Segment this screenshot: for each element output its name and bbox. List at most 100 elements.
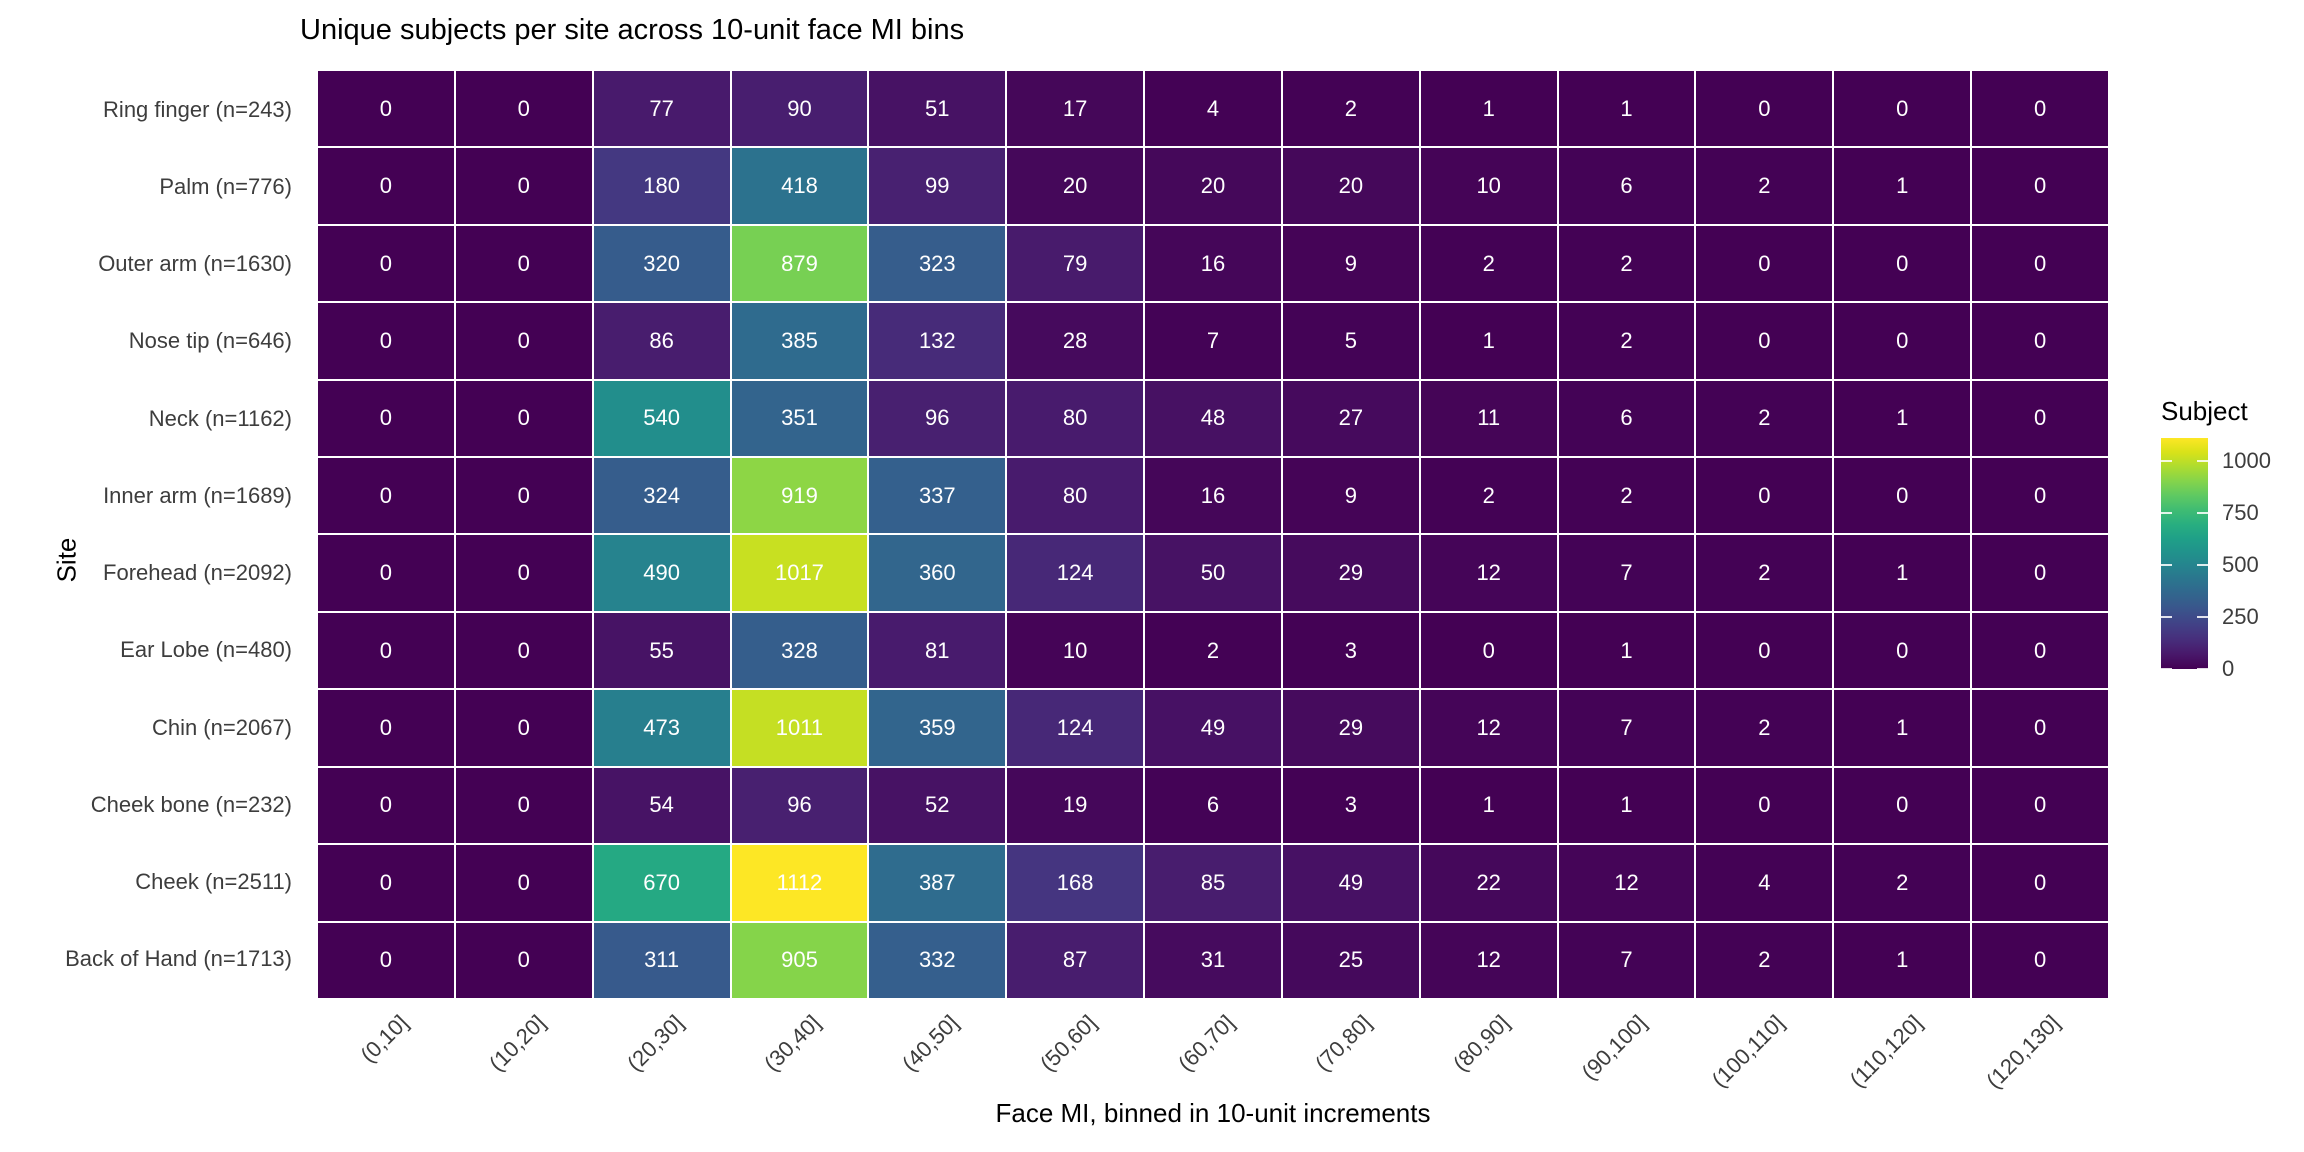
heatmap-cell: 10 [1420, 148, 1557, 224]
heatmap-cell: 168 [1007, 845, 1144, 921]
heatmap-cell: 0 [455, 612, 592, 689]
heatmap-cell: 17 [1007, 71, 1144, 147]
y-tick-label: Ring finger (n=243) [103, 96, 292, 122]
heatmap-cell: 99 [869, 148, 1006, 224]
legend-tick-mark [2161, 512, 2172, 515]
heatmap-cell: 86 [593, 303, 730, 379]
heatmap-cell: 919 [731, 458, 868, 534]
heatmap-cell: 0 [455, 845, 592, 921]
heatmap-cell: 7 [1145, 303, 1281, 379]
heatmap-cell: 28 [1007, 303, 1144, 379]
heatmap-cell: 0 [1972, 767, 2108, 844]
heatmap-cell: 0 [318, 71, 454, 147]
y-axis-title: Site [51, 537, 82, 583]
heatmap-cell: 0 [1972, 148, 2108, 224]
heatmap-cell: 132 [869, 303, 1006, 379]
heatmap-cell: 2 [1282, 71, 1419, 147]
legend-tick-mark [2197, 564, 2208, 567]
heatmap-cell: 879 [731, 225, 868, 302]
x-tick-label: (110,120] [1844, 1010, 1928, 1093]
heatmap-cell: 54 [593, 767, 730, 844]
y-tick-label: Cheek (n=2511) [135, 869, 292, 895]
heatmap-cell: 0 [455, 380, 592, 457]
heatmap-cell: 20 [1282, 148, 1419, 224]
heatmap-cell: 31 [1145, 922, 1281, 998]
heatmap-cell: 2 [1834, 845, 1971, 921]
heatmap-cell: 10 [1007, 612, 1144, 689]
legend-tick-mark [2197, 616, 2208, 619]
heatmap-cell: 324 [593, 458, 730, 534]
heatmap-cell: 51 [869, 71, 1006, 147]
x-tick-label: (30,40] [759, 1010, 826, 1077]
x-tick-label: (50,60] [1034, 1010, 1101, 1077]
heatmap-cell: 1 [1834, 535, 1971, 611]
heatmap-cell: 0 [455, 767, 592, 844]
heatmap-cell: 387 [869, 845, 1006, 921]
heatmap-cell: 29 [1282, 690, 1419, 766]
heatmap-cell: 0 [1972, 71, 2108, 147]
heatmap-cell: 4 [1696, 845, 1833, 921]
heatmap-cell: 311 [593, 922, 730, 998]
heatmap-cell: 0 [318, 612, 454, 689]
heatmap-cell: 25 [1282, 922, 1419, 998]
heatmap-cell: 0 [318, 458, 454, 534]
heatmap-cell: 1017 [731, 535, 868, 611]
heatmap-cell: 0 [318, 922, 454, 998]
heatmap-cell: 0 [1696, 458, 1833, 534]
heatmap-cell: 2 [1558, 303, 1695, 379]
heatmap-cell: 2 [1420, 458, 1557, 534]
heatmap-cell: 2 [1558, 225, 1695, 302]
heatmap-cell: 0 [318, 303, 454, 379]
heatmap-cell: 905 [731, 922, 868, 998]
legend-tick-label: 750 [2222, 500, 2259, 526]
heatmap-cell: 16 [1145, 225, 1281, 302]
heatmap-cell: 0 [1420, 612, 1557, 689]
heatmap-cell: 320 [593, 225, 730, 302]
heatmap-cell: 0 [1972, 690, 2108, 766]
heatmap-cell: 3 [1282, 767, 1419, 844]
x-tick-label: (90,100] [1576, 1010, 1652, 1085]
heatmap-cell: 0 [455, 690, 592, 766]
heatmap-cell: 1112 [731, 845, 868, 921]
heatmap-cell: 19 [1007, 767, 1144, 844]
heatmap-cell: 0 [318, 148, 454, 224]
heatmap-cell: 90 [731, 71, 868, 147]
heatmap-cell: 12 [1420, 922, 1557, 998]
heatmap-cell: 80 [1007, 458, 1144, 534]
heatmap-cell: 48 [1145, 380, 1281, 457]
heatmap-cell: 0 [318, 535, 454, 611]
y-tick-label: Ear Lobe (n=480) [120, 637, 292, 663]
y-tick-label: Forehead (n=2092) [103, 560, 292, 586]
heatmap-cell: 0 [455, 535, 592, 611]
x-tick-label: (20,30] [621, 1010, 688, 1077]
y-tick-label: Chin (n=2067) [151, 714, 292, 740]
heatmap-cell: 0 [318, 767, 454, 844]
heatmap-cell: 0 [1834, 458, 1971, 534]
x-tick-label: (40,50] [897, 1010, 964, 1077]
heatmap-cell: 0 [1696, 225, 1833, 302]
heatmap-cell: 0 [1972, 922, 2108, 998]
heatmap-cell: 0 [1834, 71, 1971, 147]
heatmap-cell: 29 [1282, 535, 1419, 611]
heatmap-cell: 180 [593, 148, 730, 224]
heatmap-cell: 2 [1696, 380, 1833, 457]
heatmap-cell: 0 [1972, 225, 2108, 302]
heatmap-cell: 0 [455, 225, 592, 302]
heatmap-cell: 0 [455, 71, 592, 147]
heatmap-cell: 77 [593, 71, 730, 147]
heatmap-cell: 1 [1420, 71, 1557, 147]
heatmap-cell: 1 [1558, 71, 1695, 147]
legend-tick-label: 1000 [2222, 448, 2271, 474]
heatmap-cell: 96 [869, 380, 1006, 457]
legend-tick-label: 500 [2222, 552, 2259, 578]
legend-tick-mark [2161, 460, 2172, 463]
y-tick-label: Back of Hand (n=1713) [65, 946, 292, 972]
heatmap-cell: 418 [731, 148, 868, 224]
heatmap-cell: 0 [1972, 458, 2108, 534]
legend-tick-label: 0 [2222, 656, 2235, 681]
heatmap-cell: 20 [1007, 148, 1144, 224]
x-tick-label: (100,110] [1707, 1010, 1790, 1093]
heatmap-cell: 0 [1696, 767, 1833, 844]
heatmap-cell: 2 [1696, 922, 1833, 998]
